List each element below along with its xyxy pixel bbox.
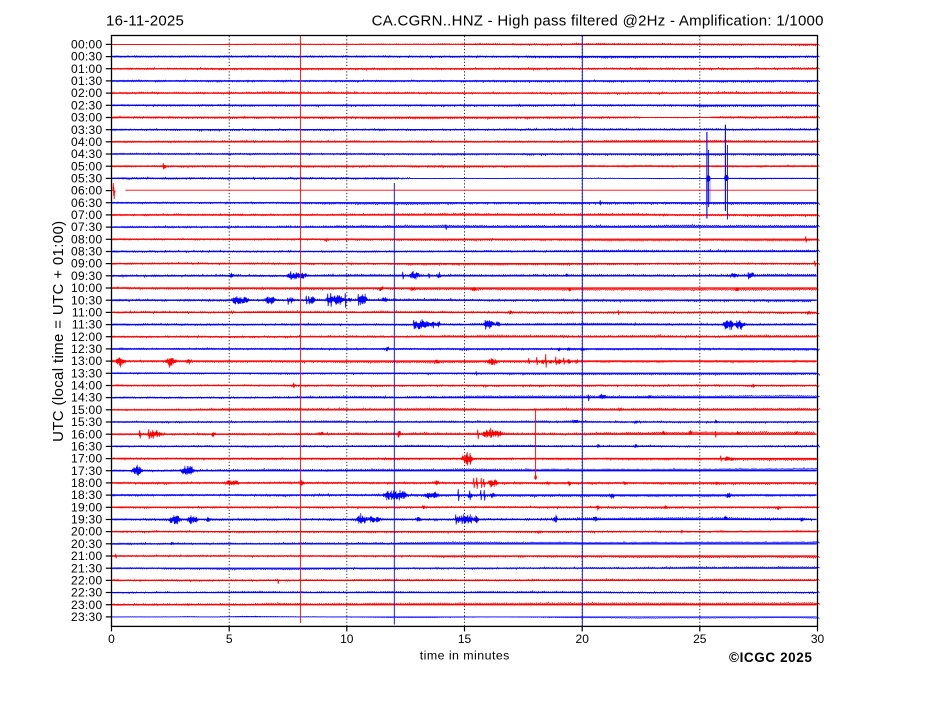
svg-text:04:30: 04:30: [71, 147, 103, 161]
svg-text:10:30: 10:30: [71, 293, 103, 307]
svg-text:01:00: 01:00: [71, 62, 103, 76]
svg-text:11:00: 11:00: [72, 306, 103, 320]
svg-text:0: 0: [108, 632, 115, 646]
svg-text:CA.CGRN..HNZ - High pass filte: CA.CGRN..HNZ - High pass filtered @2Hz -…: [372, 13, 824, 30]
svg-text:17:00: 17:00: [71, 452, 103, 466]
svg-text:18:30: 18:30: [71, 488, 103, 502]
svg-text:18:00: 18:00: [71, 476, 103, 490]
svg-text:19:30: 19:30: [71, 513, 103, 527]
svg-text:15:00: 15:00: [71, 403, 103, 417]
svg-text:21:30: 21:30: [71, 561, 103, 575]
svg-text:05:30: 05:30: [71, 172, 103, 186]
svg-text:13:30: 13:30: [71, 366, 103, 380]
svg-text:23:00: 23:00: [71, 598, 103, 612]
svg-text:20:30: 20:30: [71, 537, 103, 551]
svg-text:09:30: 09:30: [71, 269, 103, 283]
svg-text:©ICGC 2025: ©ICGC 2025: [729, 650, 812, 665]
svg-text:04:00: 04:00: [71, 135, 103, 149]
svg-text:10: 10: [340, 632, 354, 646]
svg-text:20: 20: [576, 632, 590, 646]
svg-text:23:30: 23:30: [71, 610, 103, 624]
svg-text:09:00: 09:00: [71, 257, 103, 271]
svg-text:5: 5: [226, 632, 233, 646]
svg-text:21:00: 21:00: [71, 549, 103, 563]
svg-text:UTC (local time = UTC + 01:00): UTC (local time = UTC + 01:00): [50, 220, 67, 441]
svg-text:02:00: 02:00: [71, 86, 103, 100]
svg-text:14:00: 14:00: [71, 379, 103, 393]
svg-text:16:00: 16:00: [71, 427, 103, 441]
svg-text:06:00: 06:00: [71, 184, 103, 198]
svg-text:01:30: 01:30: [71, 74, 103, 88]
svg-text:16:30: 16:30: [71, 440, 103, 454]
svg-text:22:30: 22:30: [71, 586, 103, 600]
svg-text:time in minutes: time in minutes: [420, 648, 510, 662]
svg-text:22:00: 22:00: [71, 574, 103, 588]
svg-text:08:30: 08:30: [71, 245, 103, 259]
svg-text:08:00: 08:00: [71, 232, 103, 246]
svg-text:15:30: 15:30: [71, 415, 103, 429]
svg-text:11:30: 11:30: [72, 318, 103, 332]
svg-text:25: 25: [693, 632, 707, 646]
svg-text:20:00: 20:00: [71, 525, 103, 539]
svg-text:12:00: 12:00: [71, 330, 103, 344]
svg-text:16-11-2025: 16-11-2025: [106, 13, 184, 30]
svg-text:10:00: 10:00: [71, 281, 103, 295]
svg-text:03:30: 03:30: [71, 123, 103, 137]
svg-text:13:00: 13:00: [71, 354, 103, 368]
svg-text:12:30: 12:30: [71, 342, 103, 356]
svg-text:07:30: 07:30: [71, 220, 103, 234]
svg-text:30: 30: [811, 632, 825, 646]
svg-text:03:00: 03:00: [71, 111, 103, 125]
svg-text:17:30: 17:30: [71, 464, 103, 478]
svg-text:02:30: 02:30: [71, 98, 103, 112]
svg-text:14:30: 14:30: [71, 391, 103, 405]
svg-text:19:00: 19:00: [71, 500, 103, 514]
svg-text:00:00: 00:00: [71, 38, 103, 52]
svg-text:15: 15: [458, 632, 472, 646]
svg-text:07:00: 07:00: [71, 208, 103, 222]
svg-text:06:30: 06:30: [71, 196, 103, 210]
svg-text:05:00: 05:00: [71, 159, 103, 173]
svg-text:00:30: 00:30: [71, 50, 103, 64]
